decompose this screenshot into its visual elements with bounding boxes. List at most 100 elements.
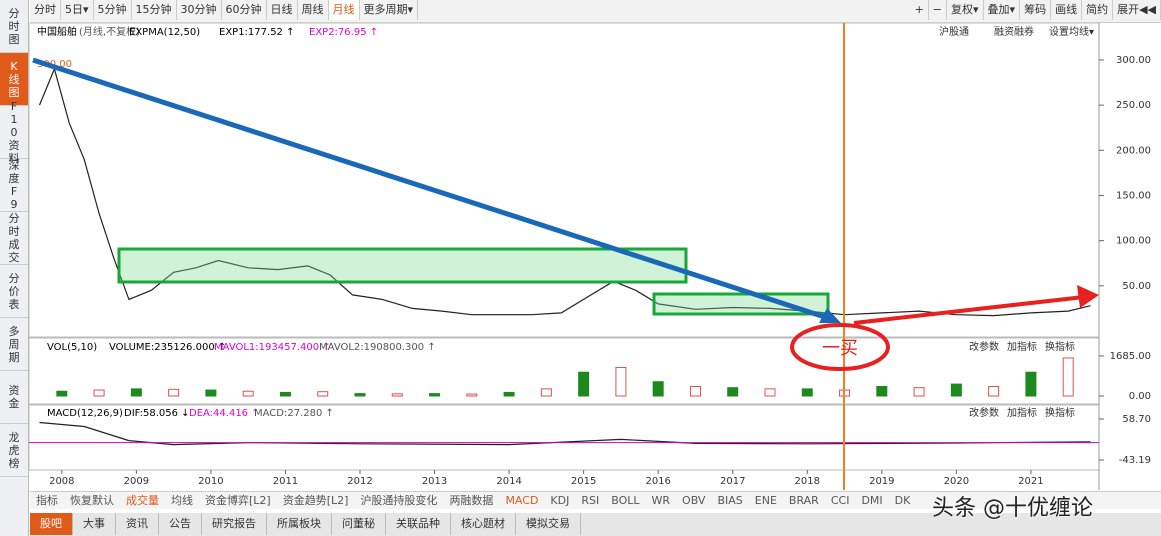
volume-bar — [391, 393, 403, 397]
sidebar-tab[interactable]: 分时成交 — [0, 212, 28, 265]
toolbar-button[interactable]: 更多周期▾ — [360, 0, 419, 20]
toolbar-button[interactable]: 分时 — [30, 0, 61, 20]
indicator-tab[interactable]: OBV — [682, 494, 706, 507]
indicator-tab[interactable]: ENE — [754, 494, 777, 507]
green-box — [652, 292, 830, 316]
indicator-tab[interactable]: DMI — [861, 494, 883, 507]
volume-bar — [429, 393, 441, 397]
bottom-tab[interactable]: 关联品种 — [386, 513, 451, 535]
tab-label[interactable]: K线图 — [8, 59, 20, 99]
sidebar-tab[interactable]: 深度F9 — [0, 159, 28, 212]
annotation: 一买 — [822, 338, 858, 359]
bottom-tab[interactable]: 核心题材 — [451, 513, 516, 535]
indicator-tab[interactable]: RSI — [581, 494, 600, 507]
tab-label[interactable]: F10资料 — [8, 99, 20, 165]
indicator-tab[interactable]: 成交量 — [126, 494, 159, 507]
x-tick-label: 2011 — [273, 476, 298, 487]
bottom-tab[interactable]: 资讯 — [116, 513, 159, 535]
bottom-tab[interactable]: 股吧 — [30, 513, 73, 535]
sidebar-tab[interactable]: F10资料 — [0, 100, 28, 165]
tab-label[interactable]: 分价表 — [8, 271, 20, 311]
volume-bar — [578, 371, 590, 397]
toolbar-button[interactable]: 画线 — [1051, 0, 1083, 20]
vol-header: MAVOL1:193457.400 ↑ — [214, 342, 331, 353]
bottom-tab[interactable]: 公告 — [159, 513, 202, 535]
toolbar-button[interactable]: 5分钟 — [94, 0, 132, 20]
tab-label[interactable]: 分时图 — [8, 6, 20, 46]
x-tick-label: 2016 — [645, 476, 670, 487]
volume-bar — [130, 388, 142, 397]
pane-frame — [29, 23, 1100, 338]
toolbar-button[interactable]: 展开◀◀ — [1113, 0, 1161, 20]
header-link[interactable]: 沪股通 — [939, 25, 969, 38]
sidebar-tab[interactable]: 多周期 — [0, 318, 28, 371]
toolbar-button[interactable]: + — [911, 0, 929, 20]
indicator-tab[interactable]: 沪股通持股变化 — [360, 494, 438, 507]
sidebar-tab[interactable]: 分时图 — [0, 0, 28, 53]
x-tick-label: 2018 — [795, 476, 820, 487]
bottom-tab[interactable]: 问董秘 — [332, 513, 386, 535]
vol-header: VOLUME:235126.000 ↑ — [109, 342, 226, 353]
indicator-tab[interactable]: 两融数据 — [449, 494, 494, 507]
toolbar-button[interactable]: 叠加▾ — [984, 0, 1021, 20]
toolbar-button[interactable]: 月线 — [328, 0, 360, 20]
toolbar-button[interactable]: 60分钟 — [222, 0, 267, 20]
volume-bar — [168, 388, 180, 397]
indicator-tab[interactable]: DK — [894, 494, 911, 507]
indicator-tab[interactable]: KDJ — [550, 494, 570, 507]
blue-arrow — [32, 57, 835, 323]
indicator-tab[interactable]: MACD — [505, 494, 539, 507]
volume-bar — [205, 389, 217, 397]
toolbar-button[interactable]: 简约 — [1082, 0, 1114, 20]
toolbar-button[interactable]: 30分钟 — [177, 0, 222, 20]
x-tick-label: 2009 — [124, 476, 149, 487]
indicator-tab[interactable]: BIAS — [717, 494, 743, 507]
indicator-tab[interactable]: WR — [651, 494, 671, 507]
y-tick-label: 0.00 — [1129, 391, 1151, 402]
indicator-tab[interactable]: BRAR — [788, 494, 819, 507]
header-link[interactable]: 融资融券 — [994, 25, 1034, 38]
sidebar-tab[interactable]: K线图 — [0, 53, 28, 106]
indicator-tab[interactable]: 指标 — [36, 494, 58, 507]
sidebar-tab[interactable]: 资金 — [0, 371, 28, 424]
bottom-tab[interactable]: 研究报告 — [202, 513, 267, 535]
tab-label[interactable]: 深度F9 — [8, 159, 20, 211]
indicator-tab[interactable]: BOLL — [611, 494, 640, 507]
toolbar-button[interactable]: − — [929, 0, 948, 20]
indicator-tabs: 指标 恢复默认 成交量 均线 资金博弈[L2] 资金趋势[L2] 沪股通持股变化 两融数据 MA… — [30, 491, 1161, 509]
indicator-tab[interactable]: 均线 — [171, 494, 193, 507]
volume-bar — [466, 393, 478, 397]
tab-label[interactable]: 资金 — [8, 384, 20, 410]
red-arrow — [853, 295, 1085, 325]
toolbar-button[interactable]: 筹码 — [1020, 0, 1052, 20]
tab-label[interactable]: 多周期 — [8, 324, 20, 364]
chart-area: 300.00 250.00 200.00 150.00 100.00 50.00 1685.… — [29, 23, 1151, 490]
header-text: 中国船舶 — [37, 25, 77, 38]
bottom-tab[interactable]: 大事 — [73, 513, 116, 535]
x-tick-label: 2015 — [571, 476, 596, 487]
toolbar-button[interactable]: 15分钟 — [132, 0, 177, 20]
sidebar-tab[interactable]: 分价表 — [0, 265, 28, 318]
sidebar-tab[interactable]: 龙虎榜 — [0, 424, 28, 477]
indicator-tab[interactable]: 资金博弈[L2] — [205, 494, 271, 507]
header-link[interactable]: 设置均线▾ — [1049, 25, 1094, 38]
indicator-tab[interactable]: 资金趋势[L2] — [282, 494, 349, 507]
indicator-tab[interactable]: CCI — [830, 494, 850, 507]
tab-label[interactable]: 分时成交 — [8, 212, 20, 264]
red-arrowhead — [1077, 285, 1099, 308]
y-tick-label: 300.00 — [1116, 55, 1151, 66]
toolbar-button[interactable]: 日线 — [267, 0, 298, 20]
y-tick-label: 50.00 — [1122, 281, 1151, 292]
toolbar-button[interactable]: 复权▾ — [947, 0, 984, 20]
bottom-tab[interactable]: 模拟交易 — [516, 513, 581, 535]
volume-bar — [56, 390, 68, 397]
tab-label[interactable]: 龙虎榜 — [8, 430, 20, 470]
bottom-tab[interactable]: 所属板块 — [267, 513, 332, 535]
indicator-tab[interactable]: 恢复默认 — [70, 494, 114, 507]
y-tick-label: 1685.00 — [1110, 351, 1151, 362]
blue-arrowhead — [819, 308, 841, 323]
toolbar-button[interactable]: 5日▾ — [61, 0, 94, 20]
toolbar-button[interactable]: 周线 — [298, 0, 329, 20]
x-tick-label: 2008 — [49, 476, 74, 487]
bottom-tabs: 股吧 大事 资讯 公告 研究报告 所属板块 问董秘 关联品种 核心题材 模拟交易 — [30, 513, 1161, 536]
